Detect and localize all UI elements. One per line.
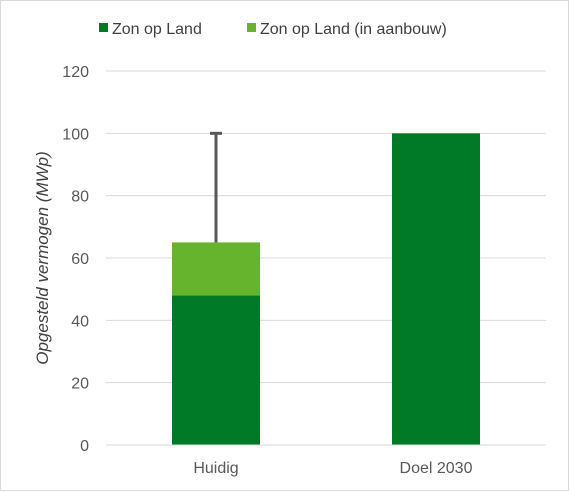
- y-tick-label: 0: [80, 438, 89, 455]
- y-tick-label: 120: [62, 64, 89, 81]
- y-tick-label: 100: [62, 126, 89, 143]
- y-tick-label: 20: [71, 376, 89, 393]
- y-tick-labels: 0 20 40 60 80 100 120: [62, 64, 89, 455]
- bar-zon-op-land-1: [392, 133, 480, 446]
- y-tick-label: 40: [71, 313, 89, 330]
- y-tick-label: 60: [71, 251, 89, 268]
- legend-label: Zon op Land: [112, 21, 202, 38]
- legend-swatch: [247, 23, 256, 32]
- y-tick-label: 80: [71, 189, 89, 206]
- legend-label: Zon op Land (in aanbouw): [260, 21, 447, 38]
- x-tick-labels: Huidig Doel 2030: [193, 460, 472, 477]
- y-axis-title: Opgesteld vermogen (MWp): [33, 151, 52, 365]
- x-tick-label: Doel 2030: [400, 460, 473, 477]
- legend: Zon op Land Zon op Land (in aanbouw): [99, 21, 447, 38]
- bars: [172, 133, 480, 446]
- error-bars: [210, 131, 222, 243]
- legend-swatch: [99, 23, 108, 32]
- x-tick-label: Huidig: [193, 460, 238, 477]
- bar-zon-op-land-0: [172, 295, 260, 445]
- bar-zon-op-land-in-aanbouw-0: [172, 242, 260, 296]
